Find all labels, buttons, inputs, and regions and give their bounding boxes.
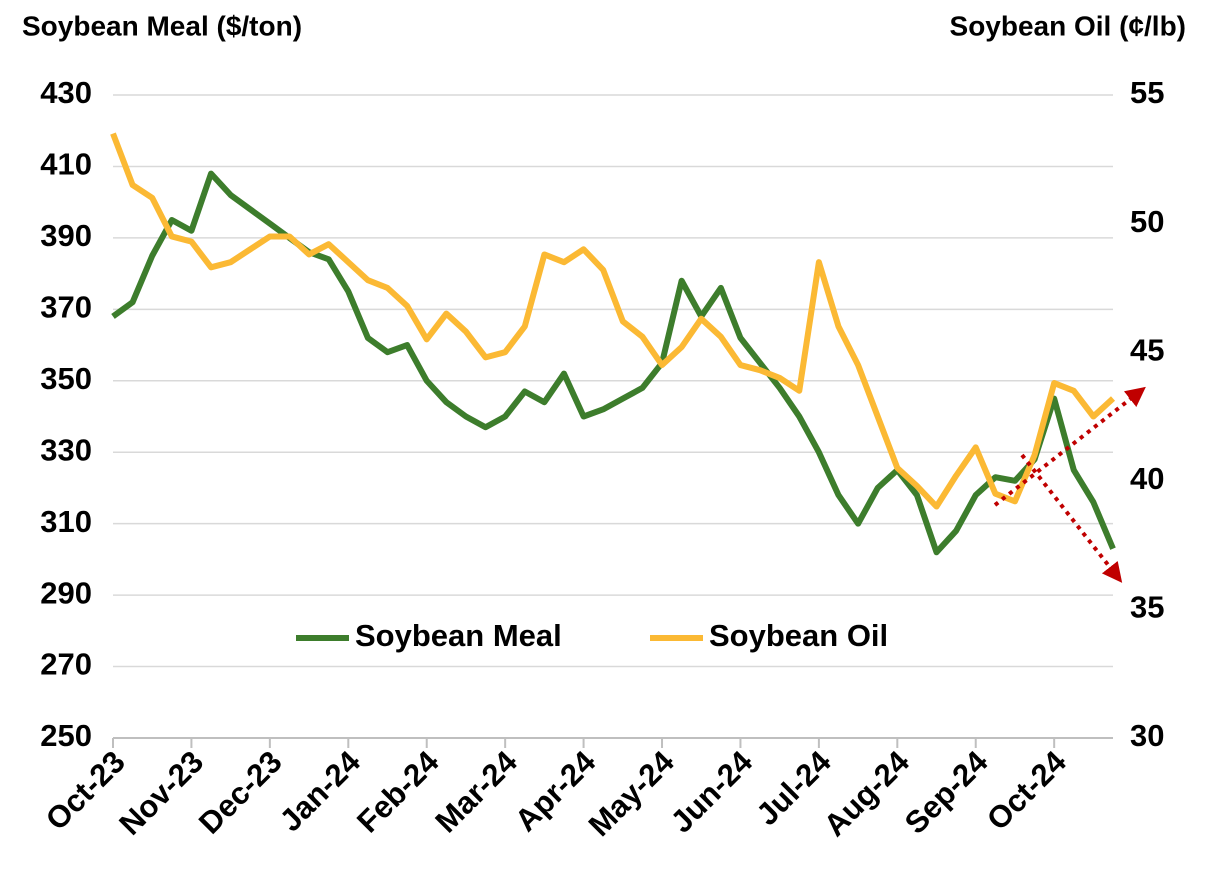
y2-axis-title: Soybean Oil (¢/lb) [950, 10, 1186, 41]
y2-tick-label: 35 [1130, 590, 1164, 625]
x-tick-label: May-24 [582, 743, 682, 843]
series-line [110, 132, 1116, 510]
y2-tick-label: 40 [1130, 461, 1164, 496]
y-tick-label: 250 [40, 718, 92, 753]
y2-tick-label: 30 [1130, 718, 1164, 753]
legend-label: Soybean Oil [709, 618, 888, 653]
y-tick-label: 390 [40, 218, 92, 253]
x-tick-label: Feb-24 [350, 743, 446, 839]
y-tick-label: 410 [40, 147, 92, 182]
x-tick-label: Sep-24 [898, 743, 995, 840]
x-tick-label: Oct-24 [980, 743, 1074, 837]
x-tick-label: Aug-24 [817, 743, 917, 843]
y-tick-label: 310 [40, 504, 92, 539]
legend-label: Soybean Meal [355, 618, 562, 653]
y2-tick-label: 55 [1130, 75, 1164, 110]
y-tick-label: 370 [40, 290, 92, 325]
y-tick-label: 270 [40, 647, 92, 682]
x-tick-label: Dec-23 [192, 744, 289, 841]
x-tick-label: Mar-24 [428, 743, 524, 839]
y-tick-label: 290 [40, 575, 92, 610]
y-tick-label: 430 [40, 75, 92, 110]
y-tick-label: 350 [40, 361, 92, 396]
plot: 250 270 290 310 330 350 370 390 410 430 30 35 40 45 50… [39, 75, 1165, 843]
y-axis-title: Soybean Meal ($/ton) [22, 10, 302, 41]
x-tick-label: Jan-24 [273, 743, 368, 838]
y2-tick-label: 45 [1130, 332, 1164, 367]
trend-arrow-up [993, 386, 1146, 507]
x-tick-label: Jun-24 [664, 743, 760, 839]
trend-arrow-down [1020, 453, 1123, 583]
series-line [111, 170, 1116, 556]
y2-tick-label: 50 [1130, 204, 1164, 239]
y-tick-label: 330 [40, 432, 92, 467]
x-tick-label: Nov-23 [112, 744, 210, 842]
